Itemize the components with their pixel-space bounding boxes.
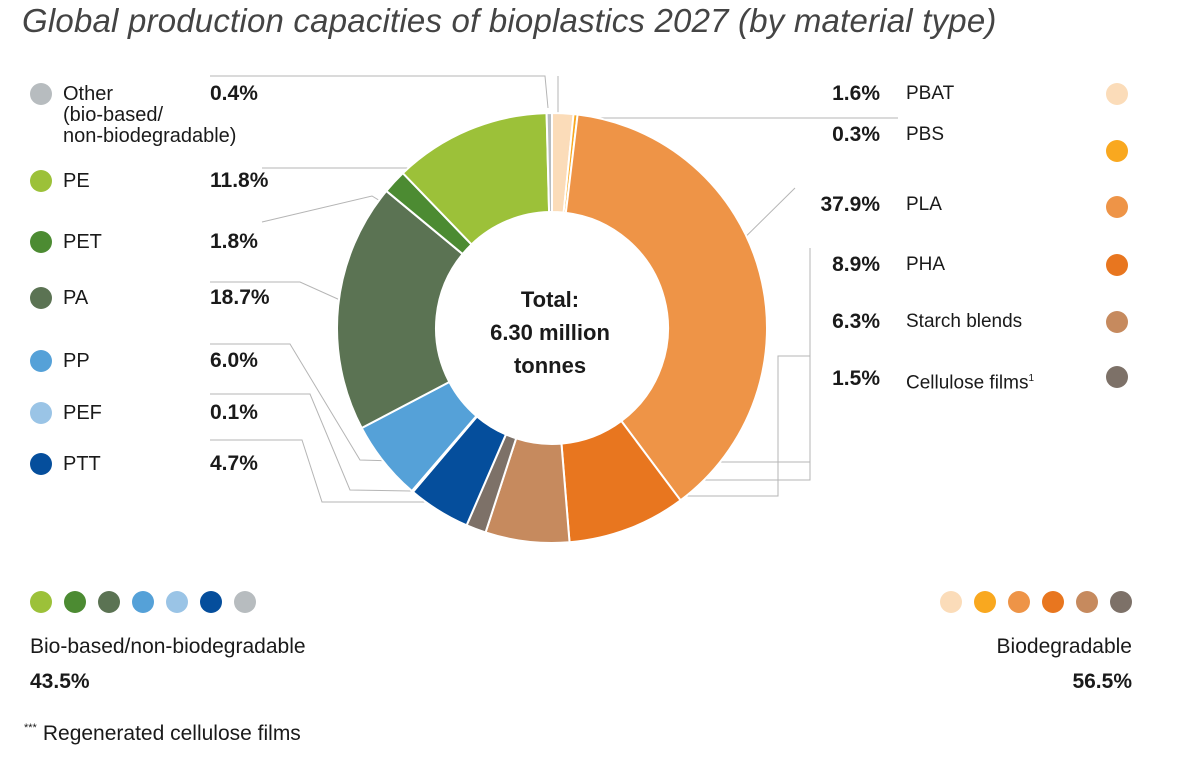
legend-name: PBAT bbox=[906, 83, 955, 104]
group-color-dot bbox=[1110, 591, 1132, 613]
legend-percent: 0.1% bbox=[210, 401, 258, 424]
legend-percent: 0.3% bbox=[832, 123, 880, 146]
legend-name: PET bbox=[63, 231, 102, 253]
legend-name: PLA bbox=[906, 194, 942, 215]
legend-percent: 0.4% bbox=[210, 82, 258, 105]
legend-name: PA bbox=[63, 287, 89, 309]
center-label-line: Total: bbox=[520, 287, 580, 312]
biodegradable-color-dots bbox=[940, 591, 1132, 613]
legend-dot bbox=[30, 231, 52, 253]
legend-name: PEF bbox=[63, 402, 102, 424]
group-color-dot bbox=[940, 591, 962, 613]
legend-dot bbox=[1106, 366, 1128, 388]
legend-name: PE bbox=[63, 170, 90, 192]
group-color-dot bbox=[1008, 591, 1030, 613]
legend-dot bbox=[30, 83, 52, 105]
legend-name: PBS bbox=[906, 124, 945, 145]
footnote-reference: 1 bbox=[1028, 373, 1035, 384]
leader-line bbox=[210, 75, 549, 109]
legend-dot bbox=[30, 287, 52, 309]
legend-percent: 6.3% bbox=[832, 310, 880, 333]
biodegradable-group-label: Biodegradable bbox=[996, 635, 1132, 658]
legend-dot bbox=[30, 170, 52, 192]
legend-name: (bio-based/ bbox=[63, 104, 164, 126]
legend-name: PHA bbox=[906, 254, 946, 275]
group-color-dot bbox=[1076, 591, 1098, 613]
center-label-line: 6.30 million bbox=[490, 320, 610, 345]
group-color-dot bbox=[200, 591, 222, 613]
legend-dot bbox=[1106, 254, 1128, 276]
legend-name: non-biodegradable) bbox=[63, 125, 237, 147]
legend-name: Other bbox=[63, 83, 114, 105]
group-color-dot bbox=[98, 591, 120, 613]
group-color-dot bbox=[1042, 591, 1064, 613]
chart-title: Global production capacities of bioplast… bbox=[22, 2, 997, 39]
legend-dot bbox=[30, 350, 52, 372]
group-color-dot bbox=[30, 591, 52, 613]
legend-percent: 1.8% bbox=[210, 230, 258, 253]
bio-based-group-total: 43.5% bbox=[30, 670, 90, 693]
legend-dot bbox=[1106, 311, 1128, 333]
leader-line bbox=[210, 439, 480, 503]
legend-name: Starch blends bbox=[906, 311, 1023, 332]
group-color-dot bbox=[166, 591, 188, 613]
center-label: Total: 6.30 million tonnes bbox=[470, 283, 630, 382]
legend-percent: 11.8% bbox=[210, 169, 269, 192]
biodegradable-group-total: 56.5% bbox=[1072, 670, 1132, 693]
legend-percent: 4.7% bbox=[210, 452, 258, 475]
legend-dot bbox=[30, 453, 52, 475]
legend-dot bbox=[1106, 140, 1128, 162]
legend-percent: 8.9% bbox=[832, 253, 880, 276]
legend-name: PTT bbox=[63, 453, 101, 475]
legend-name: PP bbox=[63, 350, 90, 372]
legend-dot bbox=[1106, 83, 1128, 105]
group-color-dot bbox=[132, 591, 154, 613]
group-color-dot bbox=[234, 591, 256, 613]
donut-slice-pla bbox=[564, 113, 768, 502]
leader-line bbox=[210, 393, 471, 493]
group-color-dot bbox=[64, 591, 86, 613]
bio-based-color-dots bbox=[30, 591, 256, 613]
center-label-line: tonnes bbox=[513, 353, 587, 378]
legend-dot bbox=[30, 402, 52, 424]
legend-name: Cellulose films1 bbox=[906, 372, 1035, 394]
legend-percent: 6.0% bbox=[210, 349, 258, 372]
donut-slice-other-bio-based-non-biodegradable bbox=[545, 111, 553, 214]
legend-percent: 1.5% bbox=[832, 367, 880, 390]
legend-percent: 1.6% bbox=[832, 82, 880, 105]
donut-slice-pa bbox=[336, 189, 465, 430]
legend-percent: 37.9% bbox=[820, 193, 880, 216]
bio-based-group-label: Bio-based/non-biodegradable bbox=[30, 635, 306, 658]
footnote: *** Regenerated cellulose films bbox=[24, 722, 301, 746]
footnote-text: Regenerated cellulose films bbox=[42, 722, 301, 745]
legend-dot bbox=[1106, 196, 1128, 218]
footnote-mark: *** bbox=[24, 722, 37, 734]
group-color-dot bbox=[974, 591, 996, 613]
legend-percent: 18.7% bbox=[210, 286, 270, 309]
